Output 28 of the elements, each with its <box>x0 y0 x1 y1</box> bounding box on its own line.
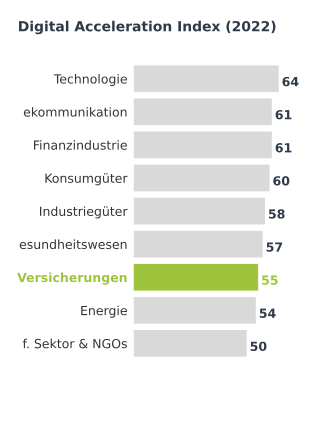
bar <box>133 97 274 127</box>
y-tick-label: Finanzindustrie <box>34 140 127 150</box>
bar <box>133 229 264 259</box>
y-tick-label: Technologie <box>54 74 127 86</box>
data-label: 64 <box>282 76 299 86</box>
data-label: 61 <box>276 143 292 152</box>
y-tick-label: esundheitswesen <box>20 239 127 250</box>
bar <box>133 130 274 160</box>
data-label: 60 <box>273 176 290 186</box>
y-tick-label: f. Sektor & NGOs <box>22 338 127 348</box>
y-tick-label: Industriegüter <box>40 206 128 218</box>
y-tick-label: Versicherungen <box>17 272 127 285</box>
y-tick-label: ekommunikation <box>24 107 127 117</box>
bar <box>133 196 266 226</box>
chart-title: Digital Acceleration Index (2022) <box>19 20 276 34</box>
data-label: 54 <box>260 308 276 318</box>
data-label: 57 <box>266 242 282 252</box>
bar <box>133 163 271 193</box>
data-label: 50 <box>250 342 266 352</box>
data-label: 55 <box>262 276 278 285</box>
data-label: 58 <box>268 209 285 219</box>
bar <box>133 328 248 358</box>
bar <box>133 296 258 326</box>
y-tick-label: Energie <box>81 306 127 318</box>
bar <box>133 262 260 292</box>
data-label: 61 <box>276 110 292 120</box>
bar <box>133 64 280 94</box>
y-tick-label: Konsumgüter <box>45 173 128 186</box>
